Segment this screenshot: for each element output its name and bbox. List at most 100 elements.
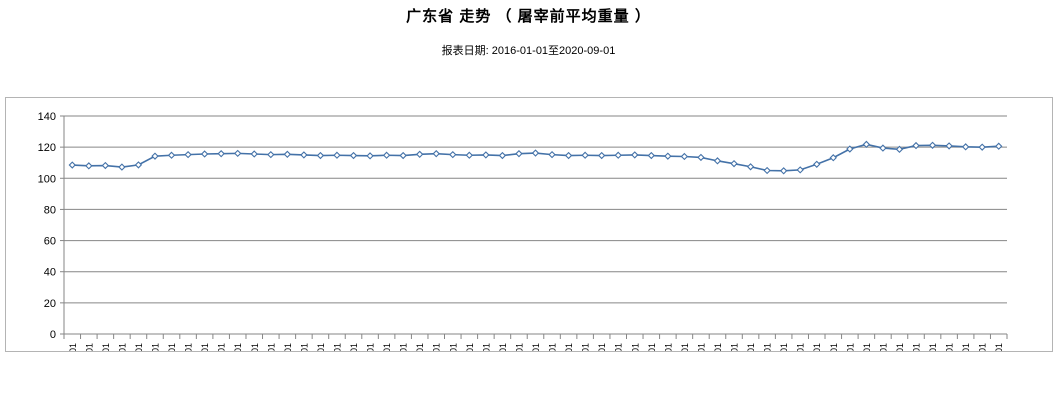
x-tick-label: 2017/12/01 bbox=[448, 343, 458, 351]
x-tick-label: 2019/04/01 bbox=[713, 343, 723, 351]
data-point-marker bbox=[234, 149, 242, 158]
x-tick-label: 2020/03/01 bbox=[895, 343, 905, 351]
x-tick-label: 2016/10/01 bbox=[217, 343, 227, 351]
y-tick-label: 0 bbox=[50, 329, 56, 341]
x-tick-label: 2018/01/01 bbox=[465, 343, 475, 351]
x-tick-label: 2019/09/01 bbox=[796, 343, 806, 351]
x-tick-label: 2017/10/01 bbox=[415, 343, 425, 351]
data-point-marker bbox=[813, 160, 821, 168]
data-point-marker bbox=[796, 166, 804, 174]
x-tick-label: 2018/05/01 bbox=[531, 343, 541, 351]
data-point-marker bbox=[349, 151, 358, 160]
data-point-marker bbox=[333, 151, 341, 159]
x-tick-label: 2016/06/01 bbox=[150, 343, 160, 351]
data-point-marker bbox=[531, 149, 540, 157]
x-tick-label: 2017/09/01 bbox=[399, 343, 409, 351]
data-point-marker bbox=[118, 163, 126, 171]
x-tick-label: 2018/08/01 bbox=[581, 343, 591, 351]
x-tick-label: 2019/02/01 bbox=[680, 343, 690, 351]
data-point-marker bbox=[631, 151, 639, 159]
x-tick-label: 2019/10/01 bbox=[812, 343, 822, 351]
data-point-marker bbox=[482, 151, 490, 159]
data-point-marker bbox=[151, 152, 159, 160]
y-tick-label: 60 bbox=[44, 236, 56, 248]
x-tick-label: 2016/11/01 bbox=[233, 343, 243, 351]
x-tick-label: 2018/04/01 bbox=[514, 343, 524, 351]
y-tick-label: 20 bbox=[44, 298, 56, 310]
gridlines-group bbox=[64, 115, 1007, 335]
data-point-marker bbox=[647, 151, 655, 160]
data-point-marker bbox=[134, 161, 143, 169]
data-point-marker bbox=[564, 151, 573, 160]
data-point-marker bbox=[945, 142, 953, 150]
x-tick-label: 2019/11/01 bbox=[829, 343, 839, 351]
data-point-marker bbox=[912, 141, 920, 150]
x-tick-label: 2017/03/01 bbox=[299, 343, 309, 351]
data-point-marker bbox=[680, 152, 689, 161]
data-point-marker bbox=[300, 151, 308, 159]
x-tick-label: 2016/02/01 bbox=[84, 343, 94, 351]
x-tick-label: 2020/07/01 bbox=[961, 343, 971, 351]
x-tick-label: 2018/02/01 bbox=[481, 343, 491, 351]
x-tick-label: 2020/06/01 bbox=[945, 343, 955, 351]
x-tick-label: 2019/08/01 bbox=[779, 343, 789, 351]
data-point-marker bbox=[895, 145, 904, 153]
x-tick-label: 2019/12/01 bbox=[845, 343, 855, 351]
data-point-marker bbox=[978, 143, 986, 151]
data-point-marker bbox=[399, 151, 407, 160]
data-point-marker bbox=[928, 141, 937, 149]
data-point-marker bbox=[846, 145, 854, 153]
x-tick-label: 2016/07/01 bbox=[167, 343, 177, 351]
x-tick-label: 2019/01/01 bbox=[663, 343, 673, 351]
data-point-marker bbox=[316, 151, 325, 160]
y-tick-label: 140 bbox=[38, 111, 56, 123]
x-tick-label: 2018/09/01 bbox=[597, 343, 607, 351]
data-point-marker bbox=[498, 151, 507, 160]
x-tick-label: 2017/08/01 bbox=[382, 343, 392, 351]
chart-title: 广东省 走势 （ 屠宰前平均重量 ） bbox=[406, 8, 651, 25]
data-point-marker bbox=[382, 151, 391, 159]
data-point-marker bbox=[515, 150, 523, 158]
chart-subtitle: 报表日期: 2016-01-01至2020-09-01 bbox=[441, 45, 616, 57]
x-tick-label: 2020/08/01 bbox=[978, 343, 988, 351]
data-point-marker bbox=[713, 157, 722, 165]
data-point-marker bbox=[598, 151, 606, 160]
data-point-marker bbox=[465, 151, 473, 159]
data-point-marker bbox=[730, 159, 738, 168]
x-tick-label: 2020/02/01 bbox=[878, 343, 888, 351]
data-point-marker bbox=[184, 150, 192, 159]
data-point-marker bbox=[283, 150, 292, 158]
x-tick-label: 2017/02/01 bbox=[283, 343, 293, 351]
x-tick-label: 2020/09/01 bbox=[994, 343, 1004, 351]
x-tick-label: 2016/12/01 bbox=[250, 343, 260, 351]
x-tick-label: 2017/11/01 bbox=[432, 343, 442, 351]
data-point-marker bbox=[746, 163, 755, 171]
x-tick-label: 2016/08/01 bbox=[184, 343, 194, 351]
x-tick-label: 2018/06/01 bbox=[548, 343, 558, 351]
data-point-marker bbox=[614, 151, 622, 159]
data-point-marker bbox=[449, 150, 457, 159]
data-point-marker bbox=[862, 140, 871, 149]
x-tick-label: 2016/04/01 bbox=[117, 343, 127, 351]
data-point-marker bbox=[101, 161, 110, 170]
x-tick-label: 2017/04/01 bbox=[316, 343, 326, 351]
data-point-marker bbox=[250, 150, 258, 158]
data-series-line bbox=[72, 143, 999, 172]
x-tick-label: 2017/05/01 bbox=[332, 343, 342, 351]
x-tick-label: 2018/07/01 bbox=[564, 343, 574, 351]
y-tick-label: 40 bbox=[44, 267, 56, 279]
x-tick-label: 2017/07/01 bbox=[366, 343, 376, 351]
data-point-marker bbox=[267, 150, 275, 159]
x-tick-label: 2018/12/01 bbox=[647, 343, 657, 351]
x-tick-label: 2017/01/01 bbox=[266, 343, 276, 351]
data-point-marker bbox=[200, 150, 209, 158]
data-point-marker bbox=[581, 151, 589, 159]
data-point-marker bbox=[366, 152, 374, 160]
x-tick-label: 2020/01/01 bbox=[862, 343, 872, 351]
y-tick-label: 100 bbox=[38, 173, 56, 185]
data-point-marker bbox=[432, 150, 440, 158]
y-tick-label: 80 bbox=[44, 204, 56, 216]
x-tick-label: 2020/05/01 bbox=[928, 343, 938, 351]
x-tick-label: 2019/07/01 bbox=[763, 343, 773, 351]
